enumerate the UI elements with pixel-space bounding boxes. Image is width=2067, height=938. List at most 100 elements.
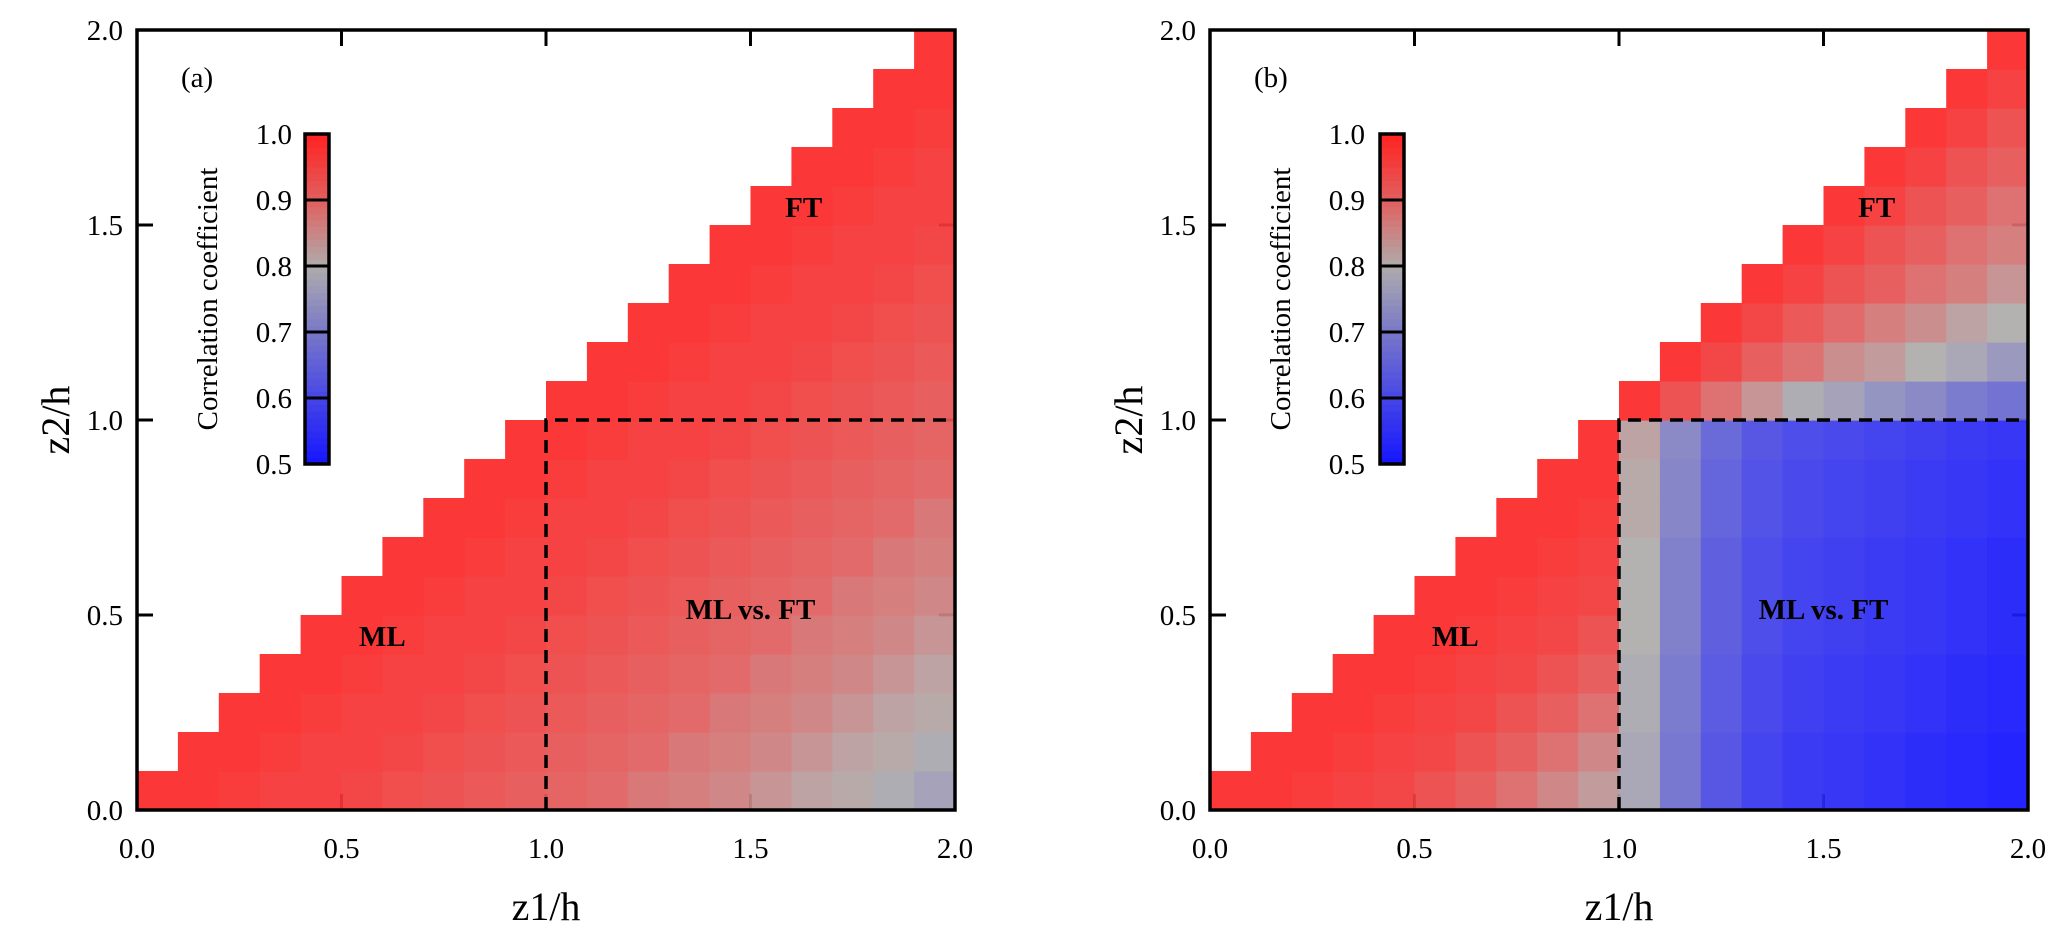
- heatmap-cell: [914, 186, 956, 226]
- heatmap-cell: [668, 615, 711, 655]
- heatmap-cell: [546, 615, 588, 655]
- heatmap-cell: [259, 654, 302, 694]
- heatmap-cell: [832, 264, 874, 304]
- heatmap-cell: [137, 771, 179, 811]
- colorbar-segment: [1380, 424, 1404, 432]
- region-label-ml-vs-ft: ML vs. FT: [1759, 594, 1889, 626]
- heatmap-cell: [1782, 342, 1825, 382]
- colorbar-segment: [1380, 299, 1404, 307]
- heatmap-cell: [914, 615, 956, 655]
- colorbar-tick-label: 0.7: [1329, 317, 1365, 349]
- heatmap-cell: [1741, 303, 1784, 343]
- heatmap-cell: [1782, 264, 1825, 304]
- heatmap-cell: [1946, 459, 1988, 499]
- heatmap-cell: [1578, 732, 1620, 772]
- heatmap-cell: [668, 654, 711, 694]
- heatmap-cell: [1905, 381, 1947, 421]
- heatmap-cell: [914, 264, 956, 304]
- heatmap-cell: [1741, 693, 1784, 733]
- heatmap-cell: [627, 498, 670, 538]
- colorbar-segment: [1380, 246, 1404, 254]
- heatmap-cell: [1987, 771, 2029, 811]
- heatmap-cell: [1496, 498, 1538, 538]
- heatmap-cell: [423, 732, 465, 772]
- heatmap-cell: [546, 654, 588, 694]
- heatmap-cell: [1578, 693, 1620, 733]
- colorbar-label: Correlation coefficient: [192, 168, 224, 431]
- heatmap-cell: [873, 264, 915, 304]
- colorbar-segment: [1380, 417, 1404, 425]
- heatmap-cell: [791, 459, 833, 499]
- heatmap-cell: [1373, 654, 1416, 694]
- heatmap-cell: [750, 654, 792, 694]
- colorbar-segment: [305, 318, 329, 326]
- heatmap-cell: [668, 459, 711, 499]
- heatmap-cell: [1210, 771, 1252, 811]
- heatmap-cell: [1946, 342, 1988, 382]
- heatmap-cell: [177, 771, 220, 811]
- heatmap-cell: [1578, 537, 1620, 577]
- colorbar-segment: [1380, 358, 1404, 366]
- heatmap-cell: [586, 576, 629, 616]
- heatmap-cell: [586, 693, 629, 733]
- heatmap-cell: [1700, 771, 1743, 811]
- colorbar-segment: [305, 153, 329, 161]
- colorbar-segment: [1380, 259, 1404, 267]
- colorbar-frame: [1378, 132, 1406, 466]
- heatmap-cell: [627, 771, 670, 811]
- heatmap-cell: [1455, 771, 1497, 811]
- heatmap-cell: [1905, 498, 1947, 538]
- heatmap-cell: [1741, 732, 1784, 772]
- heatmap-cell: [1823, 732, 1865, 772]
- colorbar-tick-label: 0.8: [1329, 251, 1365, 283]
- heatmap-cell: [1619, 537, 1661, 577]
- heatmap-cell: [791, 537, 833, 577]
- heatmap-cell: [1823, 576, 1865, 616]
- heatmap-cell: [1987, 147, 2029, 187]
- heatmap-cell: [1455, 615, 1497, 655]
- heatmap-cell: [914, 537, 956, 577]
- colorbar-segment: [1380, 153, 1404, 161]
- heatmap-cell: [873, 576, 915, 616]
- colorbar-segment: [1380, 200, 1404, 208]
- heatmap-cell: [1987, 342, 2029, 382]
- heatmap-cell: [791, 732, 833, 772]
- heatmap-cell: [1619, 381, 1661, 421]
- heatmap-cell: [832, 732, 874, 772]
- heatmap-cell: [1700, 303, 1743, 343]
- heatmap-cell: [1578, 771, 1620, 811]
- heatmap-cell: [1946, 771, 1988, 811]
- heatmap-cell: [791, 771, 833, 811]
- heatmap-cell: [1291, 732, 1334, 772]
- heatmap-cell: [218, 732, 261, 772]
- heatmap-cell: [546, 693, 588, 733]
- region-label-ml: ML: [359, 621, 406, 653]
- heatmap-cell: [668, 576, 711, 616]
- heatmap-cell: [546, 381, 588, 421]
- heatmap-cell: [914, 30, 956, 70]
- heatmap-cell: [1823, 186, 1865, 226]
- heatmap-cell: [1373, 771, 1416, 811]
- heatmap-cell: [832, 654, 874, 694]
- heatmap-cell: [1250, 771, 1293, 811]
- y-tick-label: 0.0: [87, 795, 123, 827]
- heatmap-cell: [464, 576, 506, 616]
- heatmap-cell: [1864, 420, 1906, 460]
- heatmap-cell: [709, 498, 752, 538]
- heatmap-cell: [832, 108, 874, 148]
- heatmap-cell: [1987, 225, 2029, 265]
- heatmap-cell: [505, 732, 547, 772]
- heatmap-cell: [914, 303, 956, 343]
- heatmap-cell: [1700, 498, 1743, 538]
- heatmap-cell: [1987, 537, 2029, 577]
- heatmap-cell: [914, 147, 956, 187]
- heatmap-cell: [1946, 537, 1988, 577]
- heatmap-cell: [1864, 342, 1906, 382]
- dashed-boundary-line: [544, 418, 955, 810]
- heatmap-cell: [1864, 381, 1906, 421]
- heatmap-cell: [1700, 615, 1743, 655]
- heatmap-cell: [1496, 654, 1538, 694]
- heatmap-cell: [1537, 654, 1579, 694]
- x-tick-label: 0.5: [1396, 833, 1432, 865]
- colorbar-segment: [305, 365, 329, 373]
